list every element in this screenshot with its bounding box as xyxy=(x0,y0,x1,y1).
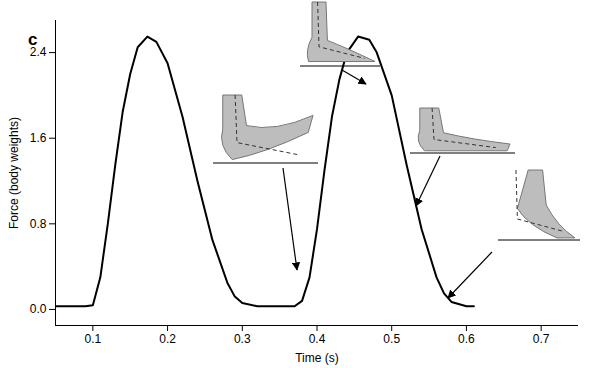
svg-text:0.7: 0.7 xyxy=(533,332,550,346)
svg-text:0.6: 0.6 xyxy=(458,332,475,346)
svg-text:0.2: 0.2 xyxy=(159,332,176,346)
svg-text:0.5: 0.5 xyxy=(383,332,400,346)
svg-text:Time (s): Time (s) xyxy=(295,351,339,365)
svg-text:0.0: 0.0 xyxy=(30,302,47,316)
svg-text:1.6: 1.6 xyxy=(30,131,47,145)
svg-text:0.4: 0.4 xyxy=(309,332,326,346)
svg-text:0.8: 0.8 xyxy=(30,217,47,231)
html-text:c: c xyxy=(28,30,38,49)
svg-text:Force (body weights): Force (body weights) xyxy=(7,117,21,229)
svg-text:0.1: 0.1 xyxy=(85,332,102,346)
svg-text:0.3: 0.3 xyxy=(234,332,251,346)
svg-text:2.4: 2.4 xyxy=(29,45,47,60)
